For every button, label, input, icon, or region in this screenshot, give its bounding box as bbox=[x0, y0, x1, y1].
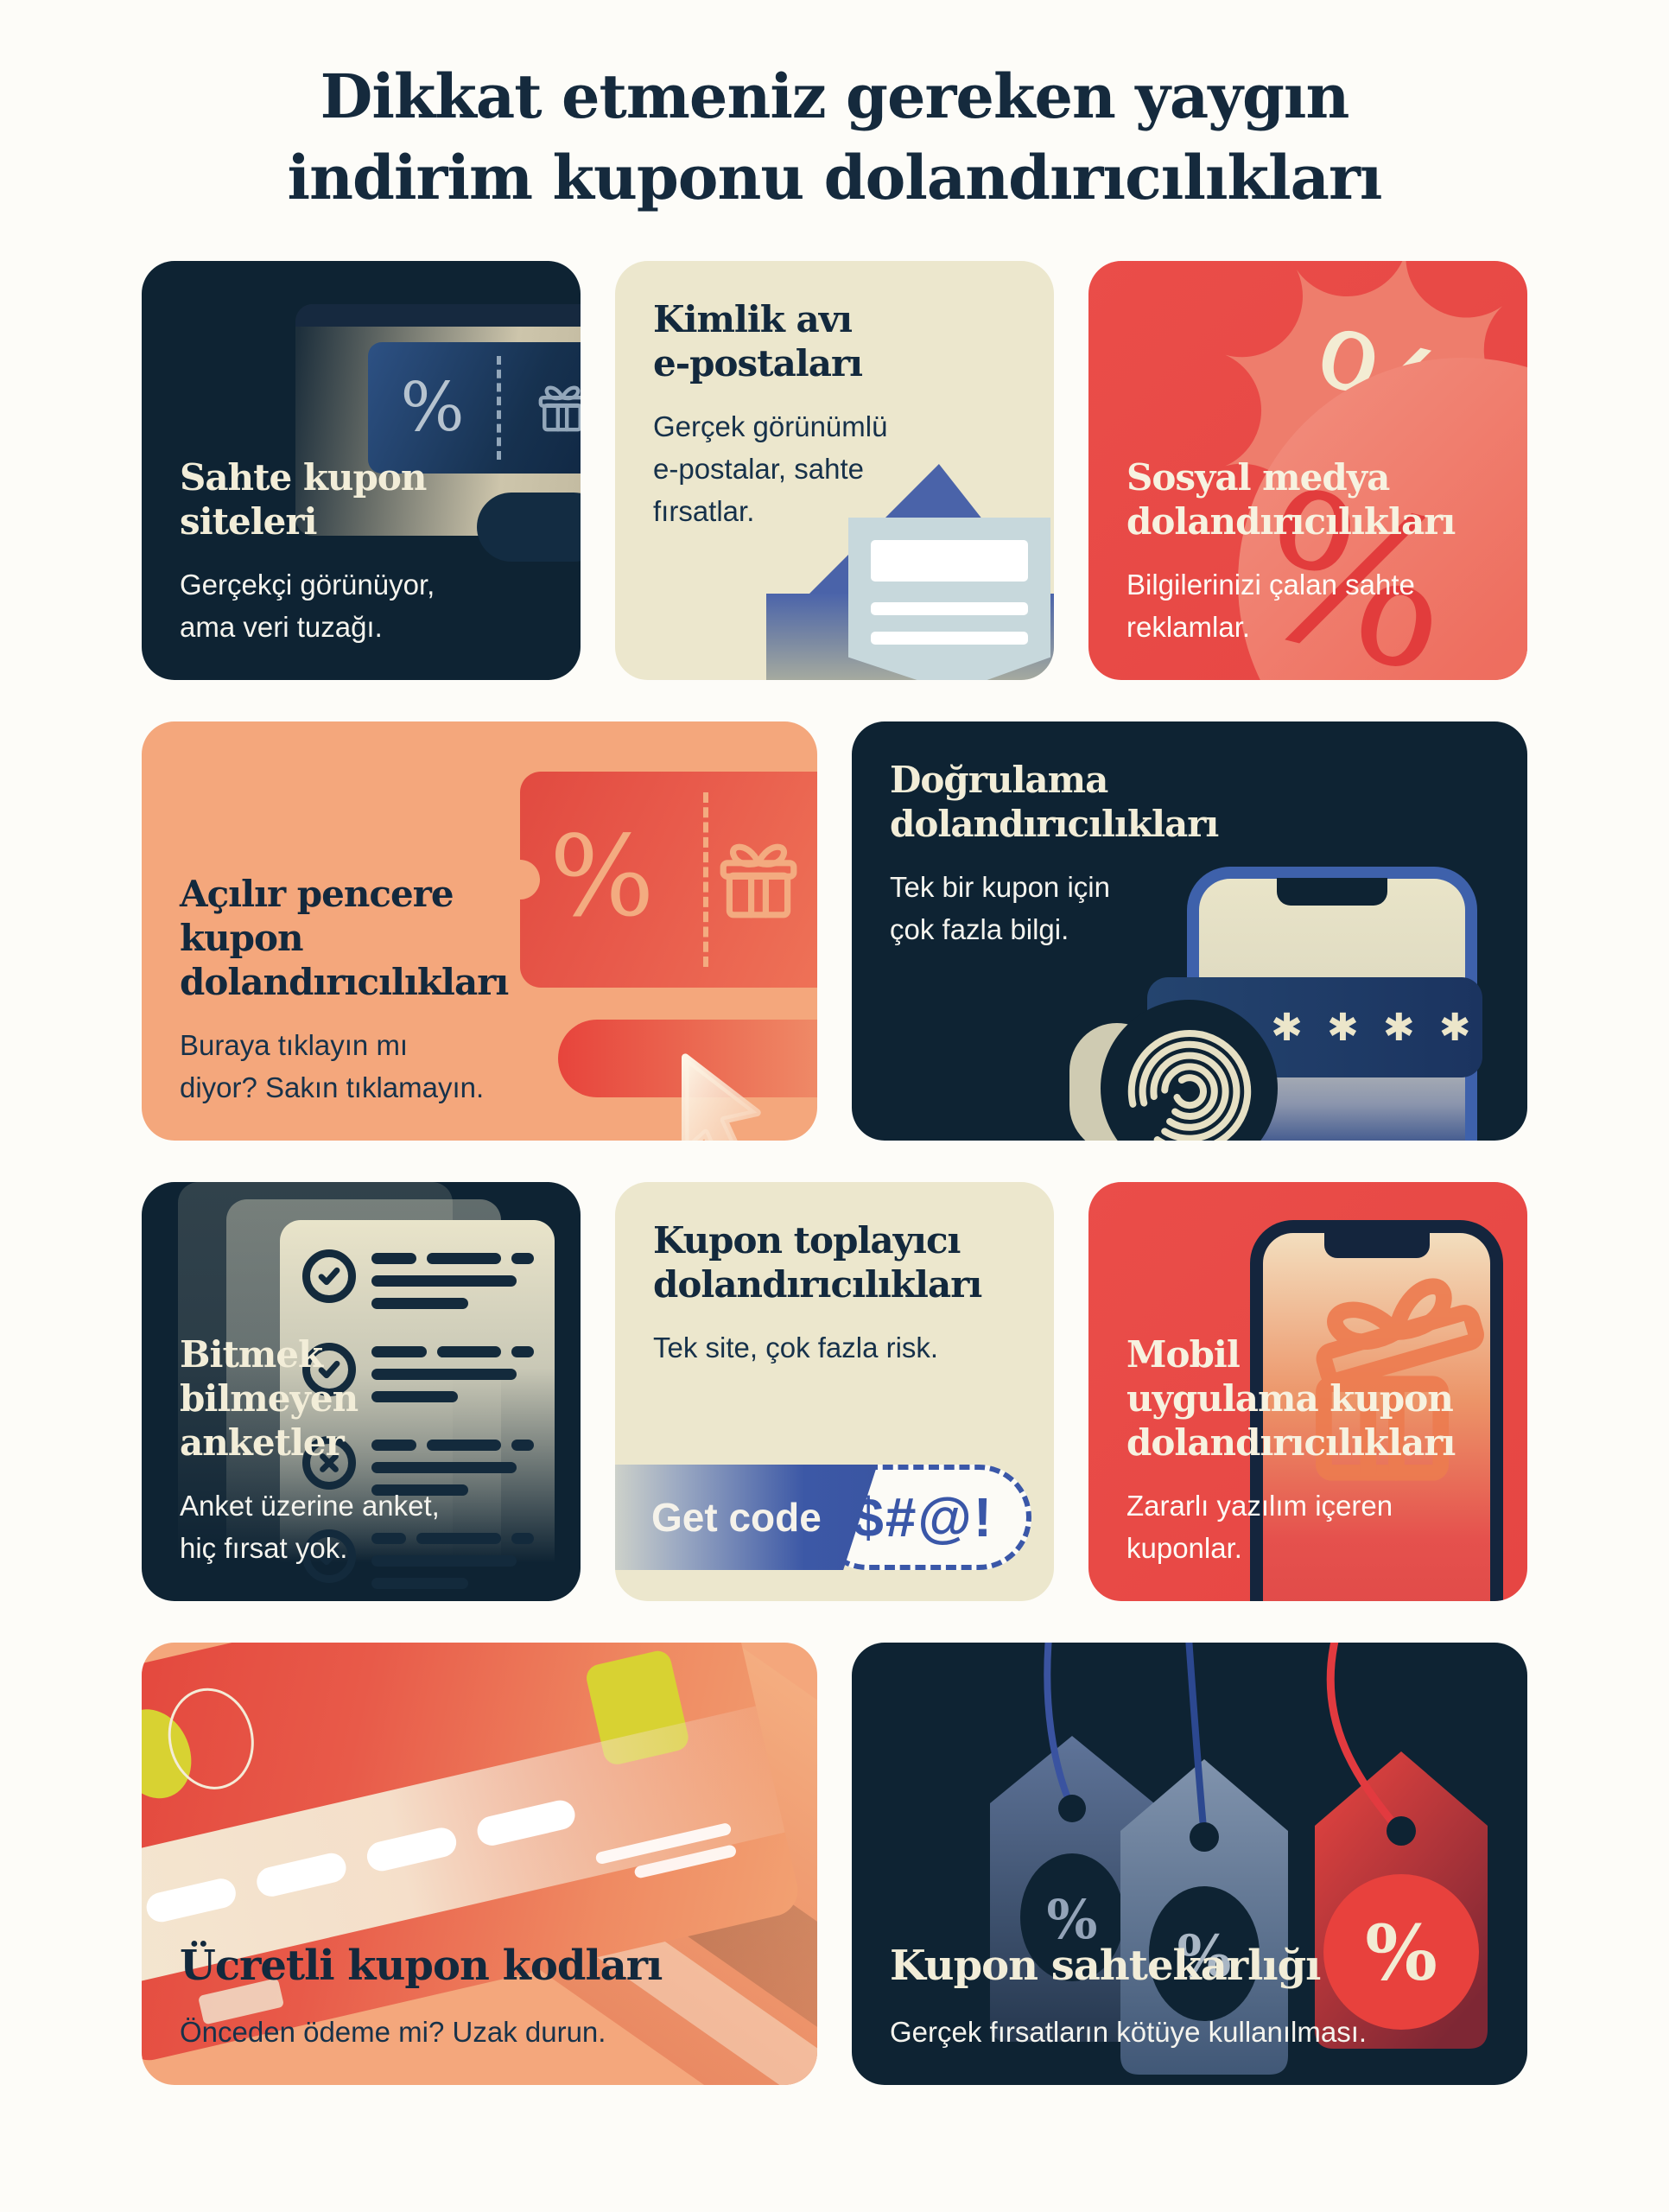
card-number-dashes bbox=[143, 1797, 578, 1925]
get-code-button: Get code bbox=[615, 1465, 878, 1570]
card-title: Kimlik avı e-postaları bbox=[653, 298, 863, 385]
phone bbox=[1250, 1220, 1503, 1601]
phone-notch bbox=[1323, 1232, 1430, 1258]
card-title: Doğrulama dolandırıcılıkları bbox=[890, 759, 1219, 846]
browser-titlebar bbox=[295, 304, 581, 327]
card-body: Gerçek fırsatların kötüye kullanılması. bbox=[890, 2016, 1368, 2049]
card-title: Bitmek bilmeyen anketler bbox=[180, 1332, 359, 1465]
price-tag-red: % bbox=[1315, 1751, 1488, 2049]
card-body: Tek site, çok fazla risk. bbox=[653, 1332, 939, 1364]
card-fake-coupon-sites: % Sahte kupon siteleri bbox=[142, 261, 581, 680]
check-icon bbox=[302, 1529, 356, 1583]
x-icon bbox=[302, 1436, 356, 1490]
card-coupon-fraud: % % % bbox=[852, 1643, 1527, 2085]
card-title: Kupon toplayıcı dolandırıcılıkları bbox=[653, 1219, 982, 1306]
coupon-ticket: % bbox=[368, 342, 581, 474]
tag-hole bbox=[1190, 1822, 1219, 1852]
row-1: % Sahte kupon siteleri bbox=[142, 261, 1527, 680]
card-title: Kupon sahtekarlığı bbox=[890, 1941, 1321, 1990]
tag-strings bbox=[1044, 1643, 1404, 1840]
search-pill bbox=[477, 493, 581, 562]
card-body: Gerçek görünümlü e-postalar, sahte fırsa… bbox=[653, 410, 888, 528]
card-text: Kupon sahtekarlığı Gerçek fırsatların kö… bbox=[890, 1941, 1505, 2054]
card-title: Açılır pencere kupon dolandırıcılıkları bbox=[180, 872, 509, 1004]
percent-glyph: % bbox=[400, 369, 465, 447]
card-endless-surveys: Bitmek bilmeyen anketler Anket üzerine a… bbox=[142, 1182, 581, 1601]
price-tag: % bbox=[990, 1736, 1154, 2042]
gift-icon bbox=[707, 828, 810, 936]
card-text: Sosyal medya dolandırıcılıkları Bilgiler… bbox=[1126, 455, 1505, 649]
card-popup-coupon-scams: % bbox=[142, 721, 817, 1141]
card-text: Açılır pencere kupon dolandırıcılıkları … bbox=[180, 872, 795, 1109]
get-code-button-label: Get code bbox=[651, 1495, 822, 1540]
coupon-dashed-divider bbox=[703, 792, 708, 967]
card-body: Anket üzerine anket, hiç fırsat yok. bbox=[180, 1490, 440, 1565]
card-text: Doğrulama dolandırıcılıkları Tek bir kup… bbox=[890, 758, 1505, 951]
survey-row bbox=[302, 1529, 534, 1600]
survey-row bbox=[302, 1343, 534, 1414]
coupon-code-text: $#@! bbox=[853, 1486, 994, 1548]
card-text: Kimlik avı e-postaları Gerçek görünümlü … bbox=[653, 297, 1031, 533]
coupon-dashed-divider bbox=[497, 356, 502, 460]
row-4: Ücretli kupon kodları Önceden ödeme mi? … bbox=[142, 1643, 1527, 2085]
get-code-widget: $#@! Get code bbox=[615, 1465, 1031, 1570]
card-mobile-app-coupon-scams: Mobil uygulama kupon dolandırıcılıkları … bbox=[1088, 1182, 1527, 1601]
card-body: Tek bir kupon için çok fazla bilgi. bbox=[890, 871, 1110, 946]
card-body: Gerçekçi görünüyor, ama veri tuzağı. bbox=[180, 569, 435, 644]
percent-glyph: % bbox=[1365, 1908, 1437, 1998]
card-body: Bilgilerinizi çalan sahte reklamlar. bbox=[1126, 569, 1415, 644]
gift-icon bbox=[501, 342, 581, 474]
card-body: Önceden ödeme mi? Uzak durun. bbox=[180, 2016, 606, 2049]
card-title: Sosyal medya dolandırıcılıkları bbox=[1126, 455, 1456, 543]
card-body: Buraya tıklayın mı diyor? Sakın tıklamay… bbox=[180, 1029, 485, 1104]
browser-window: % bbox=[295, 304, 581, 562]
card-title: Ücretli kupon kodları bbox=[180, 1941, 663, 1990]
letter-text-line bbox=[870, 632, 1029, 645]
card-body: Zararlı yazılım içeren kuponlar. bbox=[1126, 1490, 1393, 1565]
card-text: Ücretli kupon kodları Önceden ödeme mi? … bbox=[180, 1941, 795, 2054]
card-phishing-emails: Kimlik avı e-postaları Gerçek görünümlü … bbox=[615, 261, 1054, 680]
card-verification-scams: ✱✱✱✱✱✱ Doğrulama dolandırıcılıkları Tek … bbox=[852, 721, 1527, 1141]
survey-text-lines bbox=[371, 1249, 534, 1320]
fingerprint-icon bbox=[1101, 1000, 1278, 1141]
survey-sheet bbox=[280, 1220, 555, 1601]
price-tags-illustration: % % % bbox=[990, 1643, 1488, 2075]
check-icon bbox=[302, 1343, 356, 1396]
letter-text-block bbox=[870, 540, 1029, 582]
survey-text-lines bbox=[371, 1343, 534, 1414]
survey-row bbox=[302, 1436, 534, 1507]
survey-text-lines bbox=[371, 1529, 534, 1600]
envelope-icon bbox=[766, 464, 1054, 680]
card-text: Mobil uygulama kupon dolandırıcılıkları … bbox=[1126, 1332, 1505, 1570]
card-text: Bitmek bilmeyen anketler Anket üzerine a… bbox=[180, 1332, 558, 1570]
card-text: Sahte kupon siteleri Gerçekçi görünüyor,… bbox=[180, 455, 558, 649]
card-paid-coupon-codes: Ücretli kupon kodları Önceden ödeme mi? … bbox=[142, 1643, 817, 2085]
percent-glyph: % bbox=[1177, 1923, 1232, 1990]
coupon-ticket: % bbox=[500, 772, 817, 988]
percent-glyph: % bbox=[549, 812, 655, 942]
check-icon bbox=[302, 1249, 356, 1303]
row-2: % bbox=[142, 721, 1527, 1141]
page-title: Dikkat etmeniz gereken yaygın indirim ku… bbox=[287, 60, 1383, 213]
letter-sheet bbox=[848, 518, 1050, 680]
card-social-media-scams: % % Sosyal medya dolandırıcılıkları Bilg… bbox=[1088, 261, 1527, 680]
tag-hole bbox=[1058, 1795, 1086, 1822]
row-3: Bitmek bilmeyen anketler Anket üzerine a… bbox=[142, 1182, 1527, 1601]
tag-hole bbox=[1387, 1816, 1416, 1846]
card-coupon-aggregator-scams: $#@! Get code Kupon toplayıcı dolandırıc… bbox=[615, 1182, 1054, 1601]
card-text: Kupon toplayıcı dolandırıcılıkları Tek s… bbox=[653, 1218, 1031, 1370]
phone-notch bbox=[1277, 878, 1387, 906]
card-title: Sahte kupon siteleri bbox=[180, 455, 427, 543]
card-title: Mobil uygulama kupon dolandırıcılıkları bbox=[1126, 1332, 1456, 1465]
price-tag: % bbox=[1120, 1759, 1288, 2075]
gift-icon bbox=[1263, 1271, 1505, 1517]
survey-row bbox=[302, 1249, 534, 1320]
letter-text-line bbox=[870, 602, 1029, 615]
survey-text-lines bbox=[371, 1436, 534, 1507]
percent-glyph: % bbox=[1047, 1888, 1098, 1951]
cursor-icon bbox=[658, 1048, 788, 1141]
